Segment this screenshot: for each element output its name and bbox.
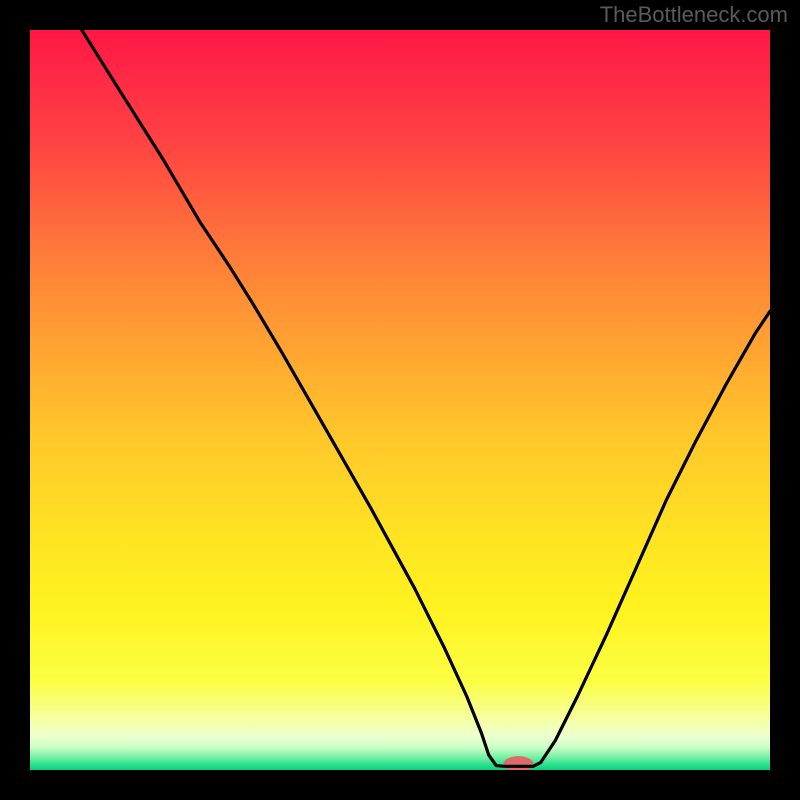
curve-line <box>82 30 770 766</box>
chart-frame <box>0 0 800 800</box>
bottleneck-curve <box>30 30 770 770</box>
optimal-marker <box>503 756 533 770</box>
plot-area <box>30 30 770 770</box>
watermark-text: TheBottleneck.com <box>600 2 788 28</box>
